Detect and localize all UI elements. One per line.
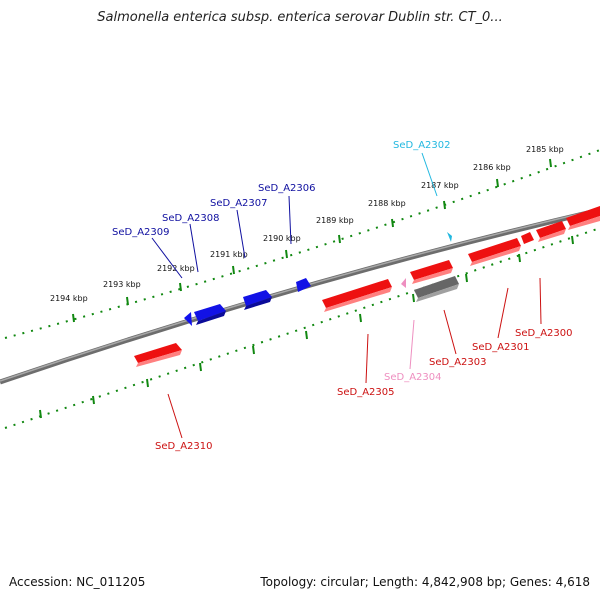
leader-SeD_A2302 — [421, 152, 438, 197]
scale-tick — [285, 249, 288, 259]
leader-SeD_A2303 — [443, 309, 457, 355]
scale-tick-lower — [146, 378, 149, 388]
gene-SeD_A2307-shadow — [244, 297, 272, 310]
gene-SeD_A2304-shape[interactable] — [401, 278, 406, 288]
scale-tick-lower — [305, 330, 308, 340]
gene-SeD_A2301b-shape[interactable] — [521, 232, 534, 244]
gene-SeD_A2303-shape[interactable] — [414, 276, 459, 298]
scale-label: 2192 kbp — [157, 264, 195, 273]
gene-SeD_A2307-shape[interactable] — [243, 290, 272, 306]
scale-label: 2186 kbp — [473, 163, 511, 172]
gene-SeD_A2305-shape[interactable] — [322, 279, 392, 308]
label-SeD_A2302[interactable]: SeD_A2302 — [393, 140, 451, 151]
leader-SeD_A2300 — [539, 277, 542, 325]
leader-SeD_A2308 — [189, 223, 199, 273]
leader-SeD_A2305 — [365, 333, 369, 384]
label-SeD_A2300[interactable]: SeD_A2300 — [515, 328, 573, 339]
scale-tick — [179, 282, 182, 292]
leader-SeD_A2307 — [236, 209, 246, 259]
scale-label: 2185 kbp — [526, 145, 564, 154]
scale-tick — [338, 234, 341, 244]
label-SeD_A2301[interactable]: SeD_A2301 — [472, 342, 530, 353]
reverse-genes — [134, 206, 600, 367]
gene-SeD_A2299-shadow — [568, 216, 600, 230]
label-SeD_A2308[interactable]: SeD_A2308 — [162, 213, 220, 224]
accession-text: Accession: NC_011205 — [9, 575, 146, 589]
scale-label: 2190 kbp — [263, 234, 301, 243]
label-leaders — [151, 152, 542, 439]
gene-SeD_A2301-shadow — [470, 246, 521, 266]
scale-tick-lower — [39, 409, 42, 419]
scale-tick — [126, 296, 129, 306]
forward-genes — [184, 232, 452, 326]
scale-tick-lower — [465, 273, 468, 283]
gene-SeD_A2303b-shape[interactable] — [410, 260, 453, 280]
gene-SeD_A2302-shape[interactable] — [447, 232, 452, 242]
gene-SeD_A2300-shape[interactable] — [536, 221, 566, 238]
major-ticks — [39, 158, 574, 419]
leader-SeD_A2304 — [409, 319, 415, 370]
scale-tick-lower — [252, 345, 255, 355]
gene-SeD_A2309-shape[interactable] — [184, 312, 192, 326]
gene-SeD_A2308-shadow — [196, 311, 226, 325]
label-SeD_A2303[interactable]: SeD_A2303 — [429, 357, 487, 368]
leader-SeD_A2301 — [497, 287, 509, 339]
tick-labels: 2185 kbp 2186 kbp 2187 kbp 2188 kbp 2189 kbp… — [50, 145, 564, 303]
scale-tick-lower — [571, 235, 574, 245]
scale-label: 2194 kbp — [50, 294, 88, 303]
gene-SeD_A2300-shadow — [538, 229, 566, 242]
leader-SeD_A2309 — [151, 237, 183, 279]
gene-SeD_A2303b-shadow — [412, 268, 453, 284]
scale-label: 2187 kbp — [421, 181, 459, 190]
map-title: Salmonella enterica subsp. enterica sero… — [97, 10, 503, 25]
scale-tick-lower — [412, 293, 415, 303]
scale-tick — [72, 313, 75, 323]
gene-SeD_A2299-shape[interactable] — [566, 206, 600, 226]
gene-SeD_A2303-shadow — [416, 284, 459, 302]
label-SeD_A2307[interactable]: SeD_A2307 — [210, 198, 268, 209]
label-SeD_A2309[interactable]: SeD_A2309 — [112, 227, 170, 238]
scale-tick-lower — [199, 362, 202, 372]
genome-summary-text: Topology: circular; Length: 4,842,908 bp… — [260, 575, 590, 589]
scale-tick — [496, 178, 499, 188]
scale-tick — [549, 158, 552, 168]
gene-SeD_A2310-shape[interactable] — [134, 343, 182, 363]
label-SeD_A2305[interactable]: SeD_A2305 — [337, 387, 395, 398]
scale-label: 2193 kbp — [103, 280, 141, 289]
scale-tick — [232, 265, 235, 275]
scale-label: 2189 kbp — [316, 216, 354, 225]
leader-SeD_A2310 — [167, 393, 183, 439]
gene-SeD_A2308-shape[interactable] — [194, 304, 226, 321]
gene-SeD_A2306-shape[interactable] — [296, 278, 311, 292]
scale-label: 2191 kbp — [210, 250, 248, 259]
scale-tick — [443, 200, 446, 210]
gene-labels: SeD_A2302 SeD_A2306 SeD_A2307 SeD_A2308 … — [112, 140, 573, 452]
scale-tick-lower — [518, 253, 521, 263]
gene-SeD_A2310-shadow — [136, 350, 182, 367]
leader-SeD_A2306 — [288, 195, 292, 245]
label-SeD_A2306[interactable]: SeD_A2306 — [258, 183, 316, 194]
label-SeD_A2310[interactable]: SeD_A2310 — [155, 441, 213, 452]
scale-tick — [391, 218, 394, 228]
label-SeD_A2304[interactable]: SeD_A2304 — [384, 372, 442, 383]
gene-SeD_A2305-shadow — [324, 287, 392, 312]
gene-SeD_A2301-shape[interactable] — [468, 238, 521, 262]
scale-label: 2188 kbp — [368, 199, 406, 208]
scale-tick-lower — [359, 313, 362, 323]
scale-tick-lower — [92, 395, 95, 405]
